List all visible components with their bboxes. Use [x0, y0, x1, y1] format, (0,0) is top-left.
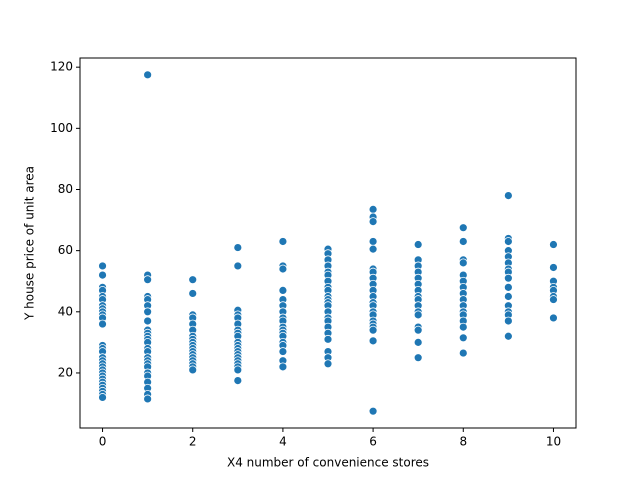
- x-axis-label: X4 number of convenience stores: [227, 456, 429, 470]
- point: [233, 261, 243, 271]
- y-tick-label: 20: [58, 365, 73, 379]
- point: [278, 237, 288, 246]
- point: [413, 310, 423, 320]
- point: [549, 295, 558, 304]
- point: [278, 285, 288, 295]
- point: [549, 313, 558, 323]
- point: [143, 316, 153, 326]
- point: [549, 240, 558, 249]
- plot-frame: [79, 57, 577, 429]
- x-tick-label: 0: [99, 435, 107, 449]
- point: [98, 319, 107, 329]
- point: [188, 275, 198, 285]
- point: [98, 270, 107, 280]
- point: [503, 273, 513, 283]
- point: [458, 333, 468, 343]
- point: [278, 362, 288, 372]
- point: [458, 237, 468, 246]
- point: [413, 240, 423, 249]
- point: [368, 237, 378, 246]
- y-tick-label: 40: [58, 304, 73, 318]
- point: [188, 365, 198, 375]
- point: [458, 348, 468, 358]
- point: [143, 394, 153, 404]
- point: [233, 365, 243, 375]
- point: [143, 70, 153, 80]
- x-tick-label: 4: [279, 435, 287, 449]
- point: [323, 359, 333, 369]
- point: [143, 275, 153, 285]
- point: [278, 264, 288, 274]
- point: [98, 393, 107, 402]
- y-tick-label: 60: [58, 243, 73, 257]
- y-axis-label: Y house price of unit area: [23, 166, 37, 321]
- point: [413, 337, 423, 347]
- y-tick-label: 120: [50, 60, 73, 74]
- y-tick-label: 100: [50, 121, 73, 135]
- point: [368, 325, 378, 335]
- point: [233, 243, 243, 252]
- point: [458, 258, 468, 268]
- point: [503, 316, 513, 326]
- point: [98, 261, 107, 271]
- point: [503, 331, 513, 341]
- point: [368, 217, 378, 226]
- point: [278, 347, 288, 356]
- point: [549, 263, 558, 272]
- point: [503, 292, 513, 301]
- point: [368, 204, 378, 214]
- point: [503, 237, 513, 246]
- point: [323, 334, 333, 344]
- point: [413, 325, 423, 335]
- point: [143, 307, 153, 317]
- point: [233, 376, 243, 386]
- point: [368, 336, 378, 346]
- x-tick-label: 8: [459, 435, 467, 449]
- point: [458, 322, 468, 332]
- point: [188, 289, 198, 298]
- point: [368, 406, 378, 416]
- point: [503, 282, 513, 292]
- point: [413, 353, 423, 363]
- x-tick-label: 2: [189, 435, 197, 449]
- x-tick-label: 6: [369, 435, 377, 449]
- x-tick-label: 10: [546, 435, 561, 449]
- y-tick-label: 80: [58, 182, 73, 196]
- point: [368, 244, 378, 254]
- point: [458, 223, 468, 233]
- point: [503, 191, 513, 201]
